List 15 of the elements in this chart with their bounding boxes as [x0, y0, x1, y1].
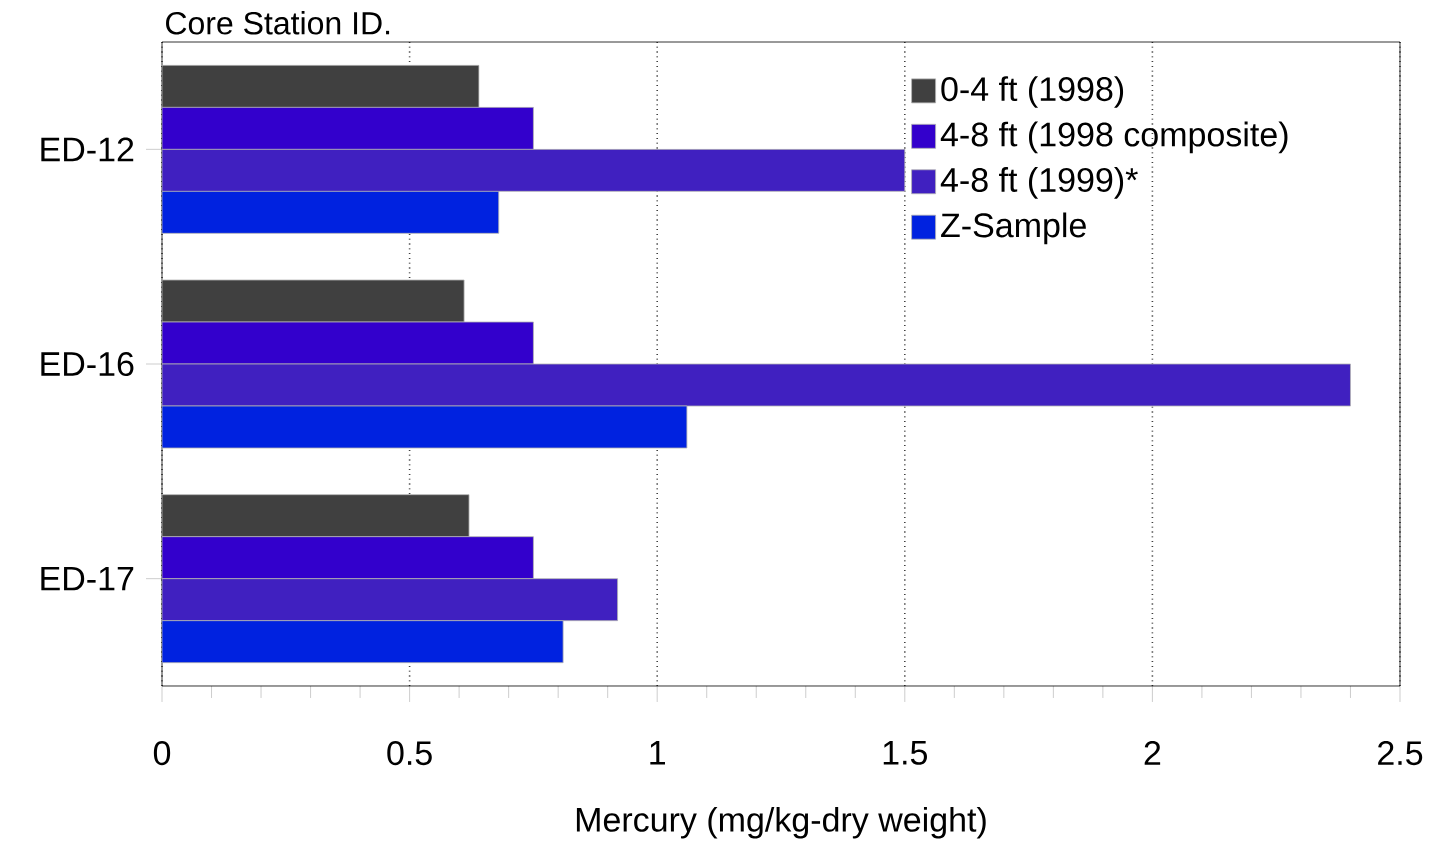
x-axis-title: Mercury (mg/kg-dry weight) [576, 806, 986, 839]
x-tick-label: 0.5 [387, 741, 432, 766]
legend-label: 0-4 ft (1998) [941, 76, 1124, 108]
y-tick-label: ED-17 [41, 566, 134, 591]
y-tick-label: ED-12 [41, 137, 134, 162]
x-tick-label: 2 [1144, 741, 1161, 765]
legend-label: 4-8 ft (1999)* [940, 167, 1138, 199]
legend-label: 4-8 ft (1998 composite) [940, 121, 1288, 154]
legend-label: Z-Sample [941, 212, 1086, 245]
y-tick-label: ED-16 [41, 351, 134, 377]
x-tick-label: 0 [153, 741, 171, 766]
x-tick-label: 1 [650, 741, 665, 765]
x-tick-label: 1.5 [883, 741, 927, 765]
x-tick-label: 2.5 [1378, 741, 1423, 766]
y-axis-title: Core Station ID. [166, 11, 390, 35]
